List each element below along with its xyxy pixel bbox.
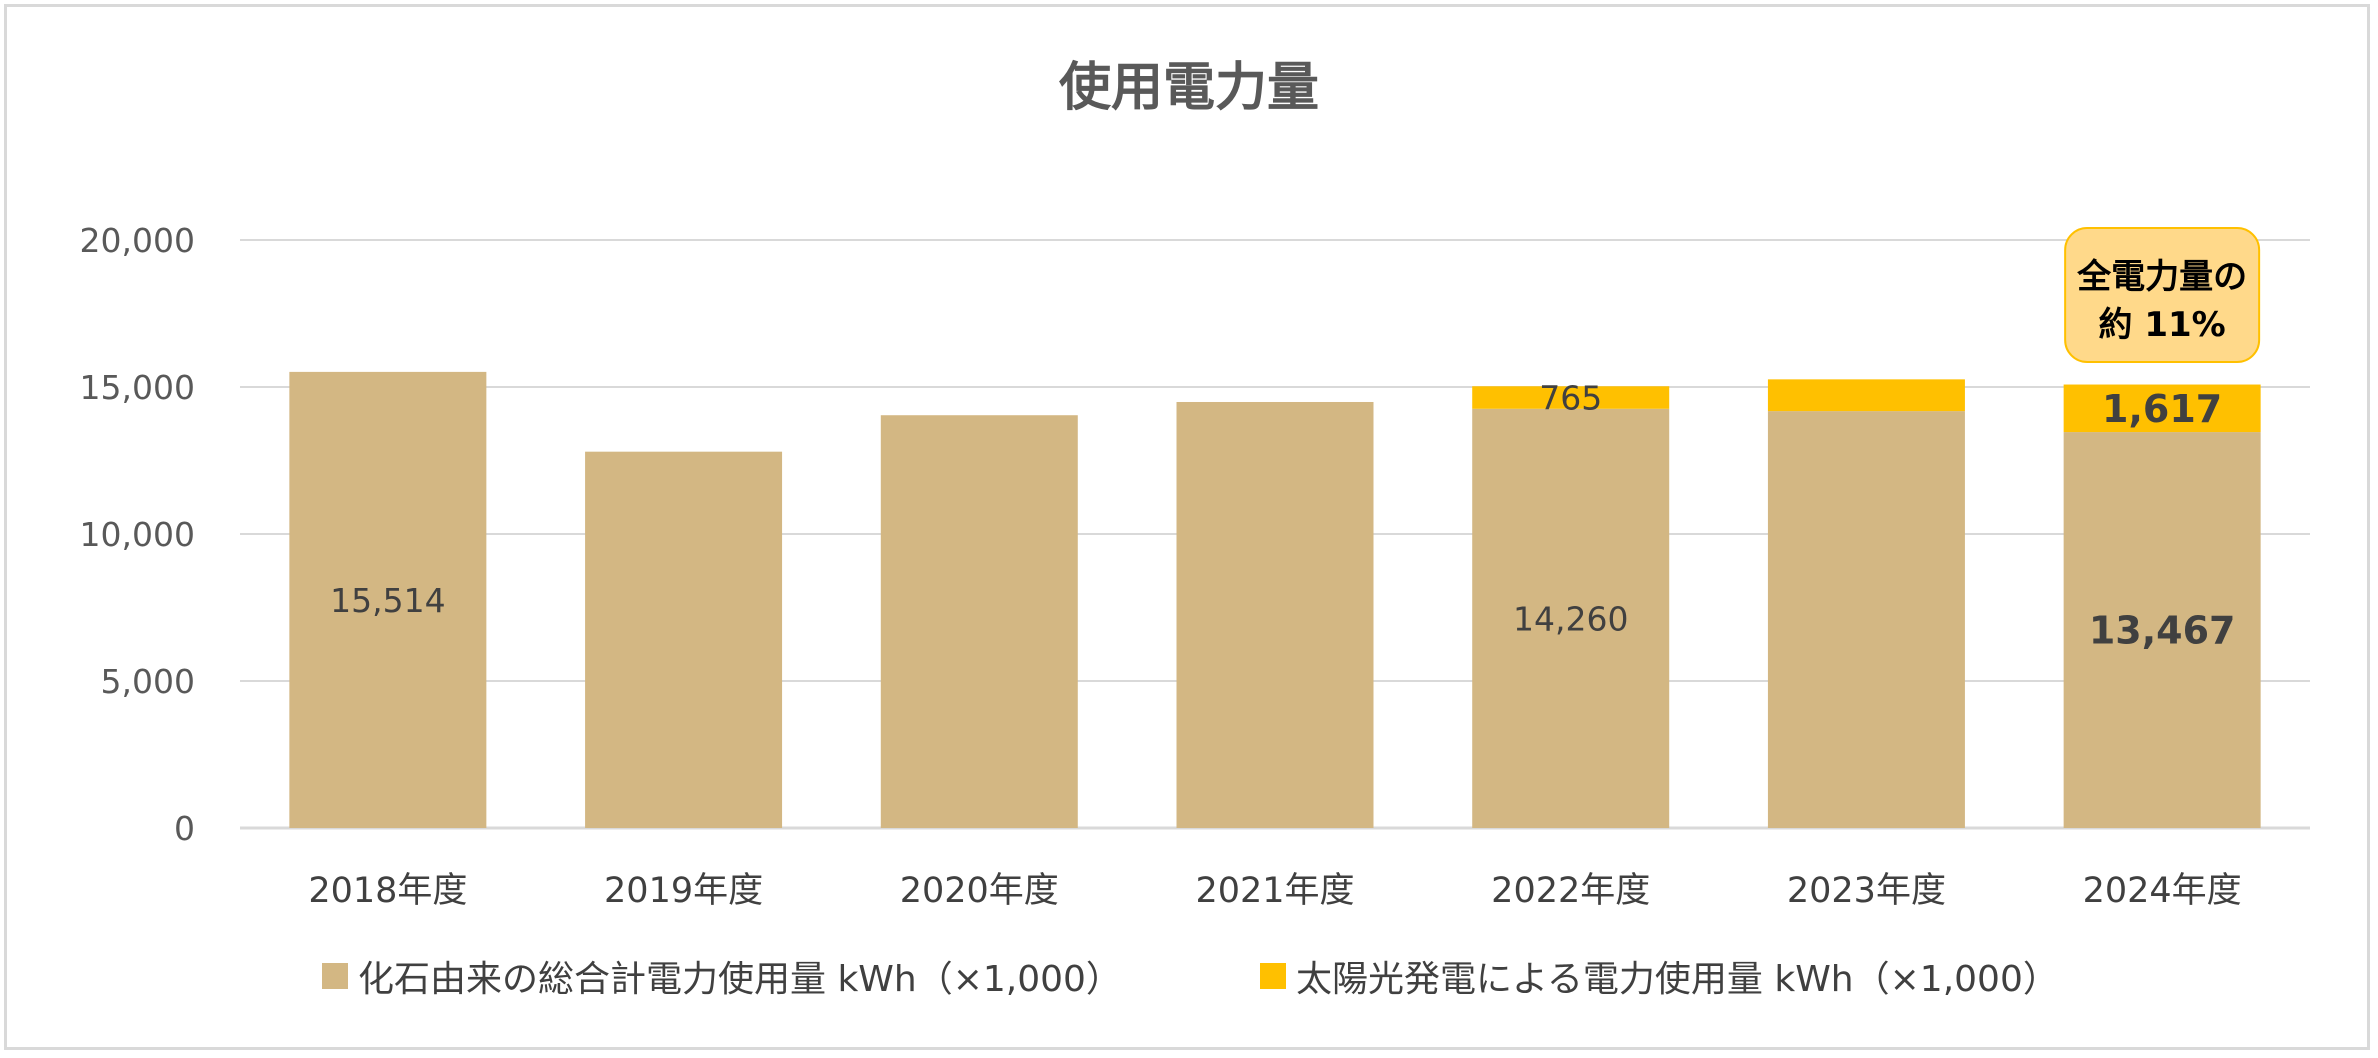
x-tick-label: 2024年度 xyxy=(2083,871,2242,911)
annotation-box xyxy=(2064,227,2261,363)
data-label: 765 xyxy=(1539,378,1602,417)
bar-fossil xyxy=(1176,401,1374,828)
legend-label-fossil: 化石由来の総合計電力使用量 kWh（×1,000） xyxy=(358,959,1122,1000)
bar-fossil xyxy=(1767,411,1965,828)
bar-fossil xyxy=(585,451,783,828)
data-label: 15,514 xyxy=(330,581,445,620)
data-label: 13,467 xyxy=(2089,609,2236,653)
x-tick-label: 2021年度 xyxy=(1195,871,1354,911)
bar-fossil xyxy=(880,415,1078,828)
x-tick-label: 2022年度 xyxy=(1491,871,1650,911)
bars-layer xyxy=(289,371,2261,828)
y-tick-label: 15,000 xyxy=(80,368,195,407)
x-tick-label: 2019年度 xyxy=(604,871,763,911)
annotation-text: 約 11% xyxy=(2099,305,2226,345)
y-tick-label: 20,000 xyxy=(80,221,195,260)
bar-solar xyxy=(1472,386,1670,409)
legend-item-solar: 太陽光発電による電力使用量 kWh（×1,000） xyxy=(1260,948,2059,1004)
x-tick-label: 2020年度 xyxy=(900,871,1059,911)
y-tick-label: 10,000 xyxy=(80,515,195,554)
data-label: 1,617 xyxy=(2102,387,2222,431)
bar-fossil xyxy=(1472,408,1670,828)
bar-fossil xyxy=(2063,432,2261,828)
legend-item-fossil: 化石由来の総合計電力使用量 kWh（×1,000） xyxy=(322,948,1122,1004)
labels-layer: 15,514 14,260 765 13,467 1,617 xyxy=(330,378,2235,652)
y-tick-label: 0 xyxy=(174,809,195,848)
axis-layer: 0 5,000 10,000 15,000 20,000 2018年度 2019年度 2020… xyxy=(80,221,2242,911)
bar-solar xyxy=(1767,379,1965,412)
bar-fossil xyxy=(289,371,487,828)
x-tick-label: 2023年度 xyxy=(1787,871,1946,911)
annotation-text: 全電力量の xyxy=(2076,257,2247,297)
data-label: 14,260 xyxy=(1513,599,1628,638)
bar-solar xyxy=(2063,384,2261,433)
chart-title: 使用電力量 xyxy=(1058,58,1319,118)
legend-swatch-fossil xyxy=(322,963,348,989)
y-tick-label: 5,000 xyxy=(101,662,195,701)
legend-swatch-solar xyxy=(1260,963,1286,989)
x-tick-label: 2018年度 xyxy=(308,871,467,911)
legend-label-solar: 太陽光発電による電力使用量 kWh（×1,000） xyxy=(1296,959,2059,1000)
